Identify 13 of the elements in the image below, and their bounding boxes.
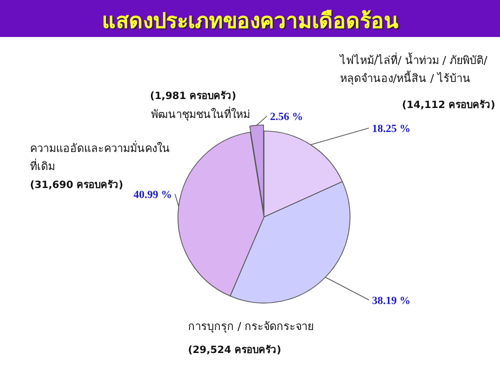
text: (14,112 ครอบครัว) — [402, 98, 496, 112]
data-label: 2.56 % — [270, 111, 303, 123]
data-label: 40.99 % — [134, 189, 172, 201]
data-label: 18.25 % — [372, 123, 410, 135]
text: (31,690 ครอบครัว) — [30, 178, 124, 192]
data-label: 38.19 % — [372, 295, 410, 307]
slice-label: ความแออัดและความมั่นคงในที่เดิม — [30, 140, 170, 175]
slice-label: พัฒนาชุมชนในที่ใหม่ — [150, 106, 250, 123]
text: (1,981 ครอบครัว) — [150, 90, 236, 103]
text: (29,524 ครอบครัว) — [188, 344, 282, 357]
chart-title: แสดงประเภทของความเดือดร้อน — [101, 8, 400, 35]
slice-label: ไฟไหม้/ไล่ที่/ น้ำท่วม / ภัยพิบัติ/ หลุดจำนอง/หนี้สิน / ไร้บ้าน — [340, 52, 488, 87]
slice-label: การบุกรุก / กระจัดกระจาย — [188, 319, 315, 335]
